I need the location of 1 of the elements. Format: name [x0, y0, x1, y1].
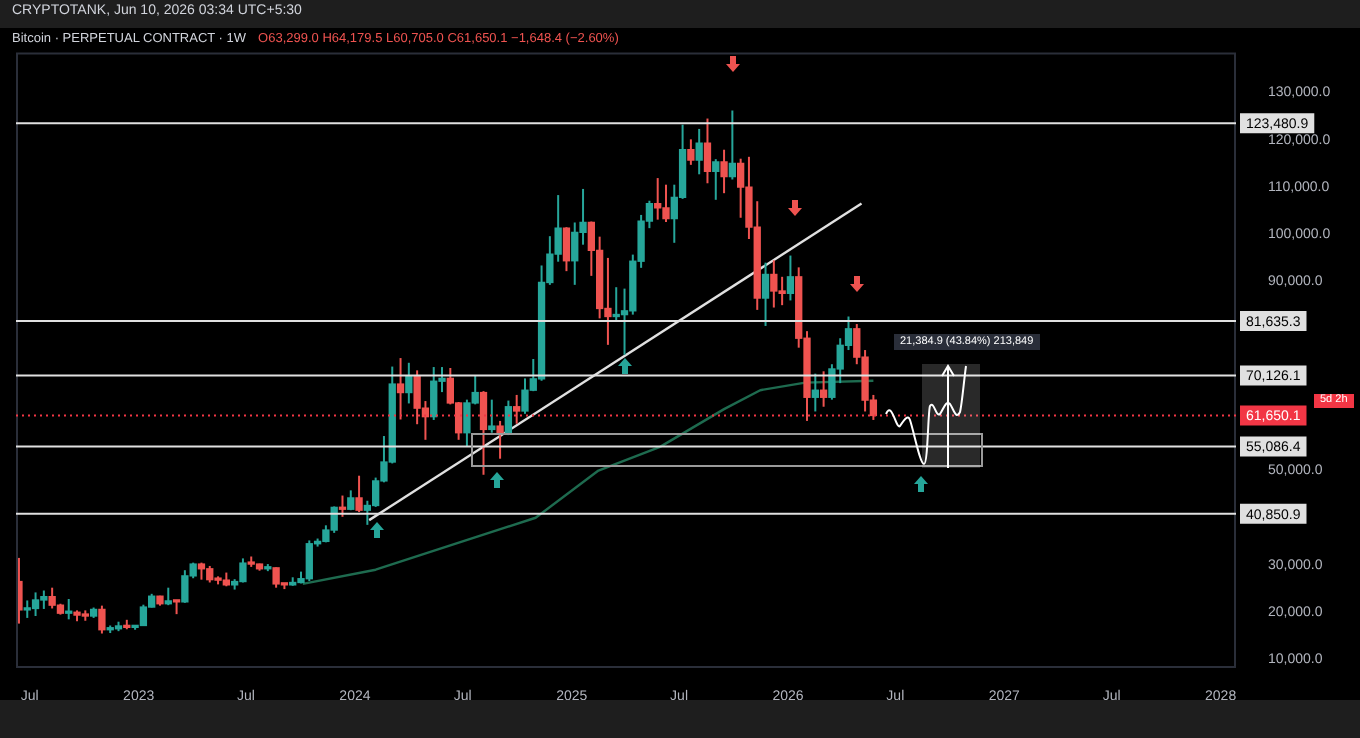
candlestick — [172, 598, 181, 616]
